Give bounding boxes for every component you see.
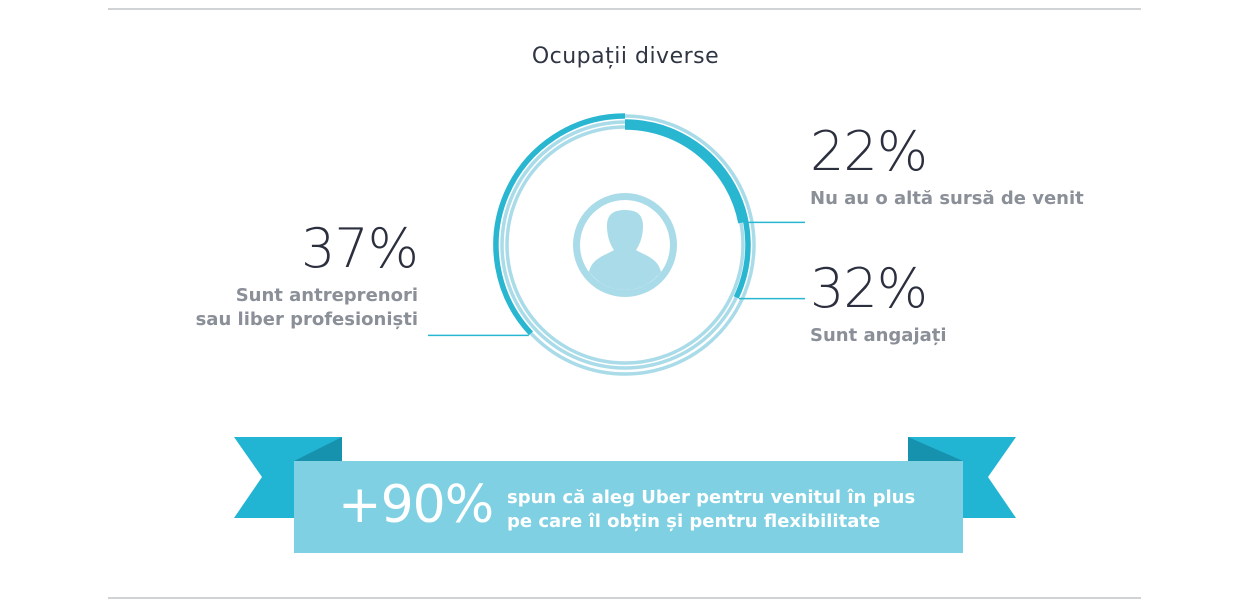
slice-arc-22	[624, 124, 744, 224]
banner-stat: +90%	[338, 475, 494, 535]
slice-label-32: 32%	[810, 257, 928, 320]
slice-label-37: 37%	[300, 217, 419, 280]
chart-title: Ocupații diverse	[531, 44, 720, 69]
banner-text-line-2: pe care îl obțin și pentru flexibilitate	[507, 511, 881, 532]
ribbon-main	[294, 461, 963, 553]
ribbon-fold-left	[294, 437, 342, 461]
slice-description-37-line-1: Sunt antreprenori	[235, 285, 418, 306]
ribbon-fold-right	[908, 437, 963, 461]
slice-arc-37	[493, 113, 626, 336]
slice-description-37-line-2: sau liber profesioniști	[195, 309, 418, 330]
banner-text: spun că aleg Uber pentru venitul în plus…	[507, 486, 915, 534]
slice-arc-32	[624, 119, 751, 299]
slice-description-22: Nu au o altă sursă de venit	[810, 188, 1084, 209]
user-silhouette-icon	[573, 193, 677, 297]
bottom-divider	[108, 597, 1141, 599]
slice-description-32: Sunt angajați	[810, 325, 947, 346]
top-divider	[108, 8, 1141, 10]
chart-rings	[493, 113, 756, 376]
leader-lines	[428, 221, 805, 337]
banner-ribbon	[234, 437, 1016, 553]
slice-description-37: Sunt antreprenori sau liber profesionișt…	[0, 284, 418, 332]
banner-text-line-1: spun că aleg Uber pentru venitul în plus	[507, 487, 916, 508]
slice-label-22: 22%	[810, 120, 928, 183]
